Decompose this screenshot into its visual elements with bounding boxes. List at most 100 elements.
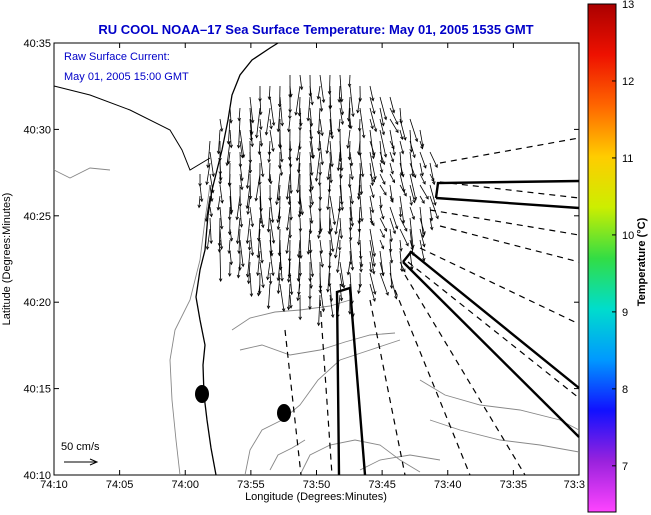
current-vector-head [361,134,366,139]
current-vector [257,250,261,276]
current-vector-head [330,248,335,253]
current-vector-head [350,200,354,205]
current-vector [339,261,345,288]
current-vector [328,206,331,234]
current-vector-head [390,158,395,163]
current-vector [389,239,392,252]
current-vector-head [269,125,273,130]
current-vector [296,140,301,161]
y-tick-label: 40:35 [23,38,51,50]
current-vector [369,173,375,183]
current-vector-head [381,272,385,277]
current-vector [309,107,313,127]
current-vector [357,96,361,113]
current-vector-head [238,203,243,208]
x-tick-label: 73:40 [434,479,462,491]
current-vector-head [351,113,355,118]
y-tick-label: 40:20 [23,297,51,309]
colorbar-tick-label: 9 [622,307,628,319]
current-vector [389,250,393,263]
current-vector-head [245,273,250,278]
current-vector [249,96,254,123]
x-tick-label: 73:55 [237,479,265,491]
current-vector [288,283,291,310]
current-vector-head [381,234,385,239]
y-tick-label: 40:30 [23,124,51,136]
current-vector [255,173,261,201]
current-vector-head [266,228,271,233]
current-vector [409,162,416,178]
current-vector [369,162,373,186]
current-vector-head [346,271,351,276]
contour-line [169,184,211,476]
current-vector [289,85,292,97]
current-vector-head [392,230,397,235]
current-vector-head [211,173,215,178]
current-vector-head [318,230,322,235]
current-vector [419,184,429,200]
current-vector-head [235,240,240,245]
current-vector [278,184,281,201]
current-vector [269,217,275,244]
contour-line [359,454,441,471]
current-vector-head [254,197,259,202]
current-vector [347,129,351,149]
current-vector [339,162,342,179]
current-vector [299,228,302,259]
current-vector [339,74,343,102]
current-vector-head [350,176,354,181]
scale-label: 50 cm/s [61,441,100,453]
current-vector [198,195,201,208]
current-vector-head [383,153,388,158]
current-vector [337,151,341,171]
current-vector [419,239,425,261]
current-vector [319,118,323,136]
current-vector [297,283,301,301]
current-vector [389,140,395,149]
current-vector-head [275,201,279,206]
current-vector [389,195,394,203]
current-vector [369,96,375,114]
current-vector-head [266,305,271,310]
current-vector-head [336,167,341,172]
current-vector [399,162,404,177]
current-vector-head [204,218,209,223]
current-vector-head [403,192,407,197]
current-vector [389,96,395,113]
current-vector-head [308,306,312,310]
current-vector [279,162,283,176]
current-vector [358,217,361,232]
current-vector [399,151,403,176]
current-vector-head [225,162,230,167]
chart-title: RU COOL NOAA–17 Sea Surface Temperature:… [98,22,533,37]
current-vector [379,206,384,219]
swath-dashed-line [429,209,580,236]
current-vector-head [300,211,304,216]
current-vector-head [256,272,260,277]
current-vector [379,173,386,185]
current-vector-head [220,199,224,204]
current-vector [339,140,343,171]
current-vector-head [391,179,396,184]
current-vector [249,129,252,141]
current-vector-head [241,263,245,268]
current-vector-head [260,259,264,264]
current-vector [329,283,332,302]
current-vector-head [219,128,224,133]
current-vector [319,74,325,103]
current-vector-head [395,121,399,126]
current-vector-head [389,259,394,264]
current-vector-head [309,220,314,225]
current-vector-head [400,150,405,155]
current-vector [379,107,384,126]
current-vector-head [295,157,300,162]
current-vector-head [317,235,321,240]
current-vector [399,217,408,232]
current-vector-head [429,226,434,231]
current-vector [267,261,271,280]
current-vector-head [250,119,255,124]
current-vector-head [347,83,352,88]
current-vector [269,173,272,184]
scale-arrow-head [89,458,99,466]
current-vector [334,228,341,258]
